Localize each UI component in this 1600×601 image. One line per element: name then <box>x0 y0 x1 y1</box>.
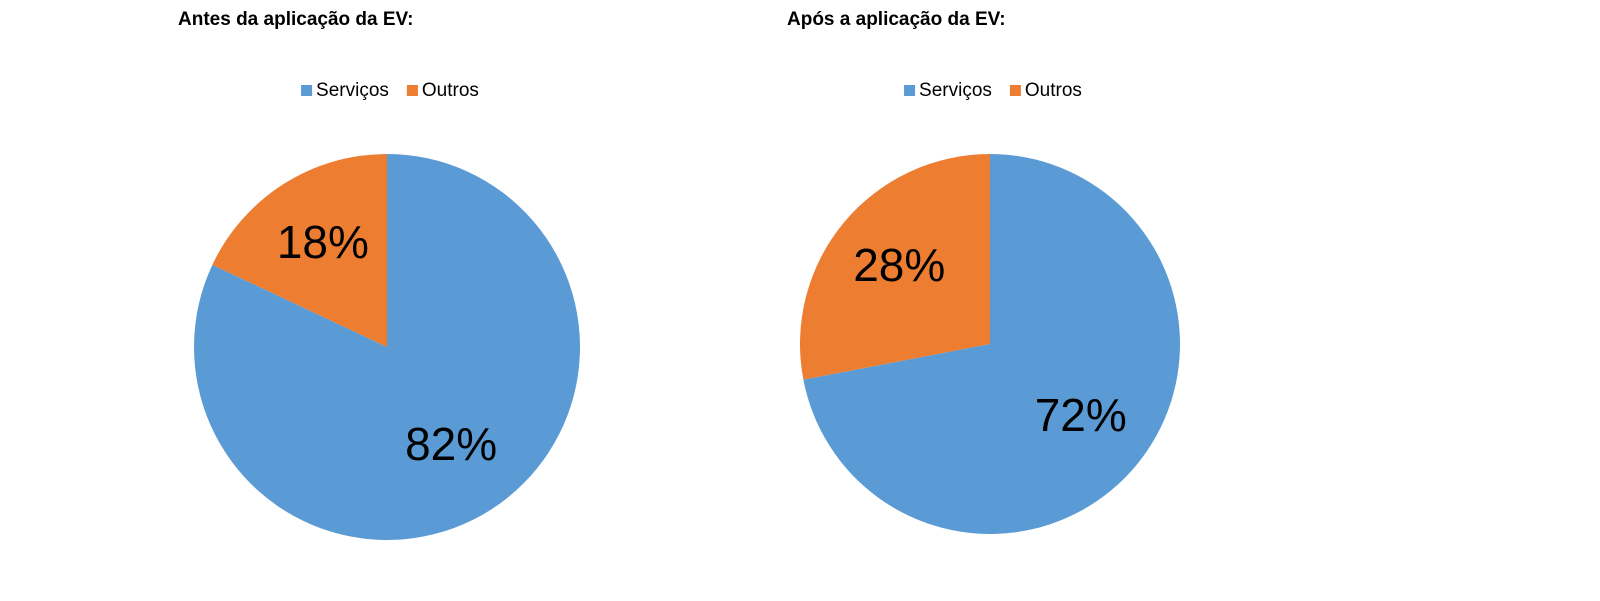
legend-swatch <box>406 85 418 96</box>
legend-swatch <box>1009 85 1021 96</box>
chart-title: Antes da aplicação da EV: <box>178 9 413 30</box>
legend-label: Serviços <box>919 80 992 101</box>
chart-title: Após a aplicação da EV: <box>787 9 1006 30</box>
legend-swatch <box>301 85 313 96</box>
data-label: 28% <box>853 239 945 291</box>
data-label: 72% <box>1035 389 1127 441</box>
data-label: 18% <box>277 216 369 268</box>
pie-slice <box>803 154 1180 535</box>
legend-swatch <box>904 85 916 96</box>
pie-slice <box>212 154 387 347</box>
data-label: 82% <box>405 418 497 470</box>
legend-label: Outros <box>422 80 479 101</box>
legend-label: Serviços <box>316 80 389 101</box>
pie-slice <box>193 154 580 540</box>
legend-label: Outros <box>1025 80 1082 101</box>
pie-slice <box>800 154 990 380</box>
